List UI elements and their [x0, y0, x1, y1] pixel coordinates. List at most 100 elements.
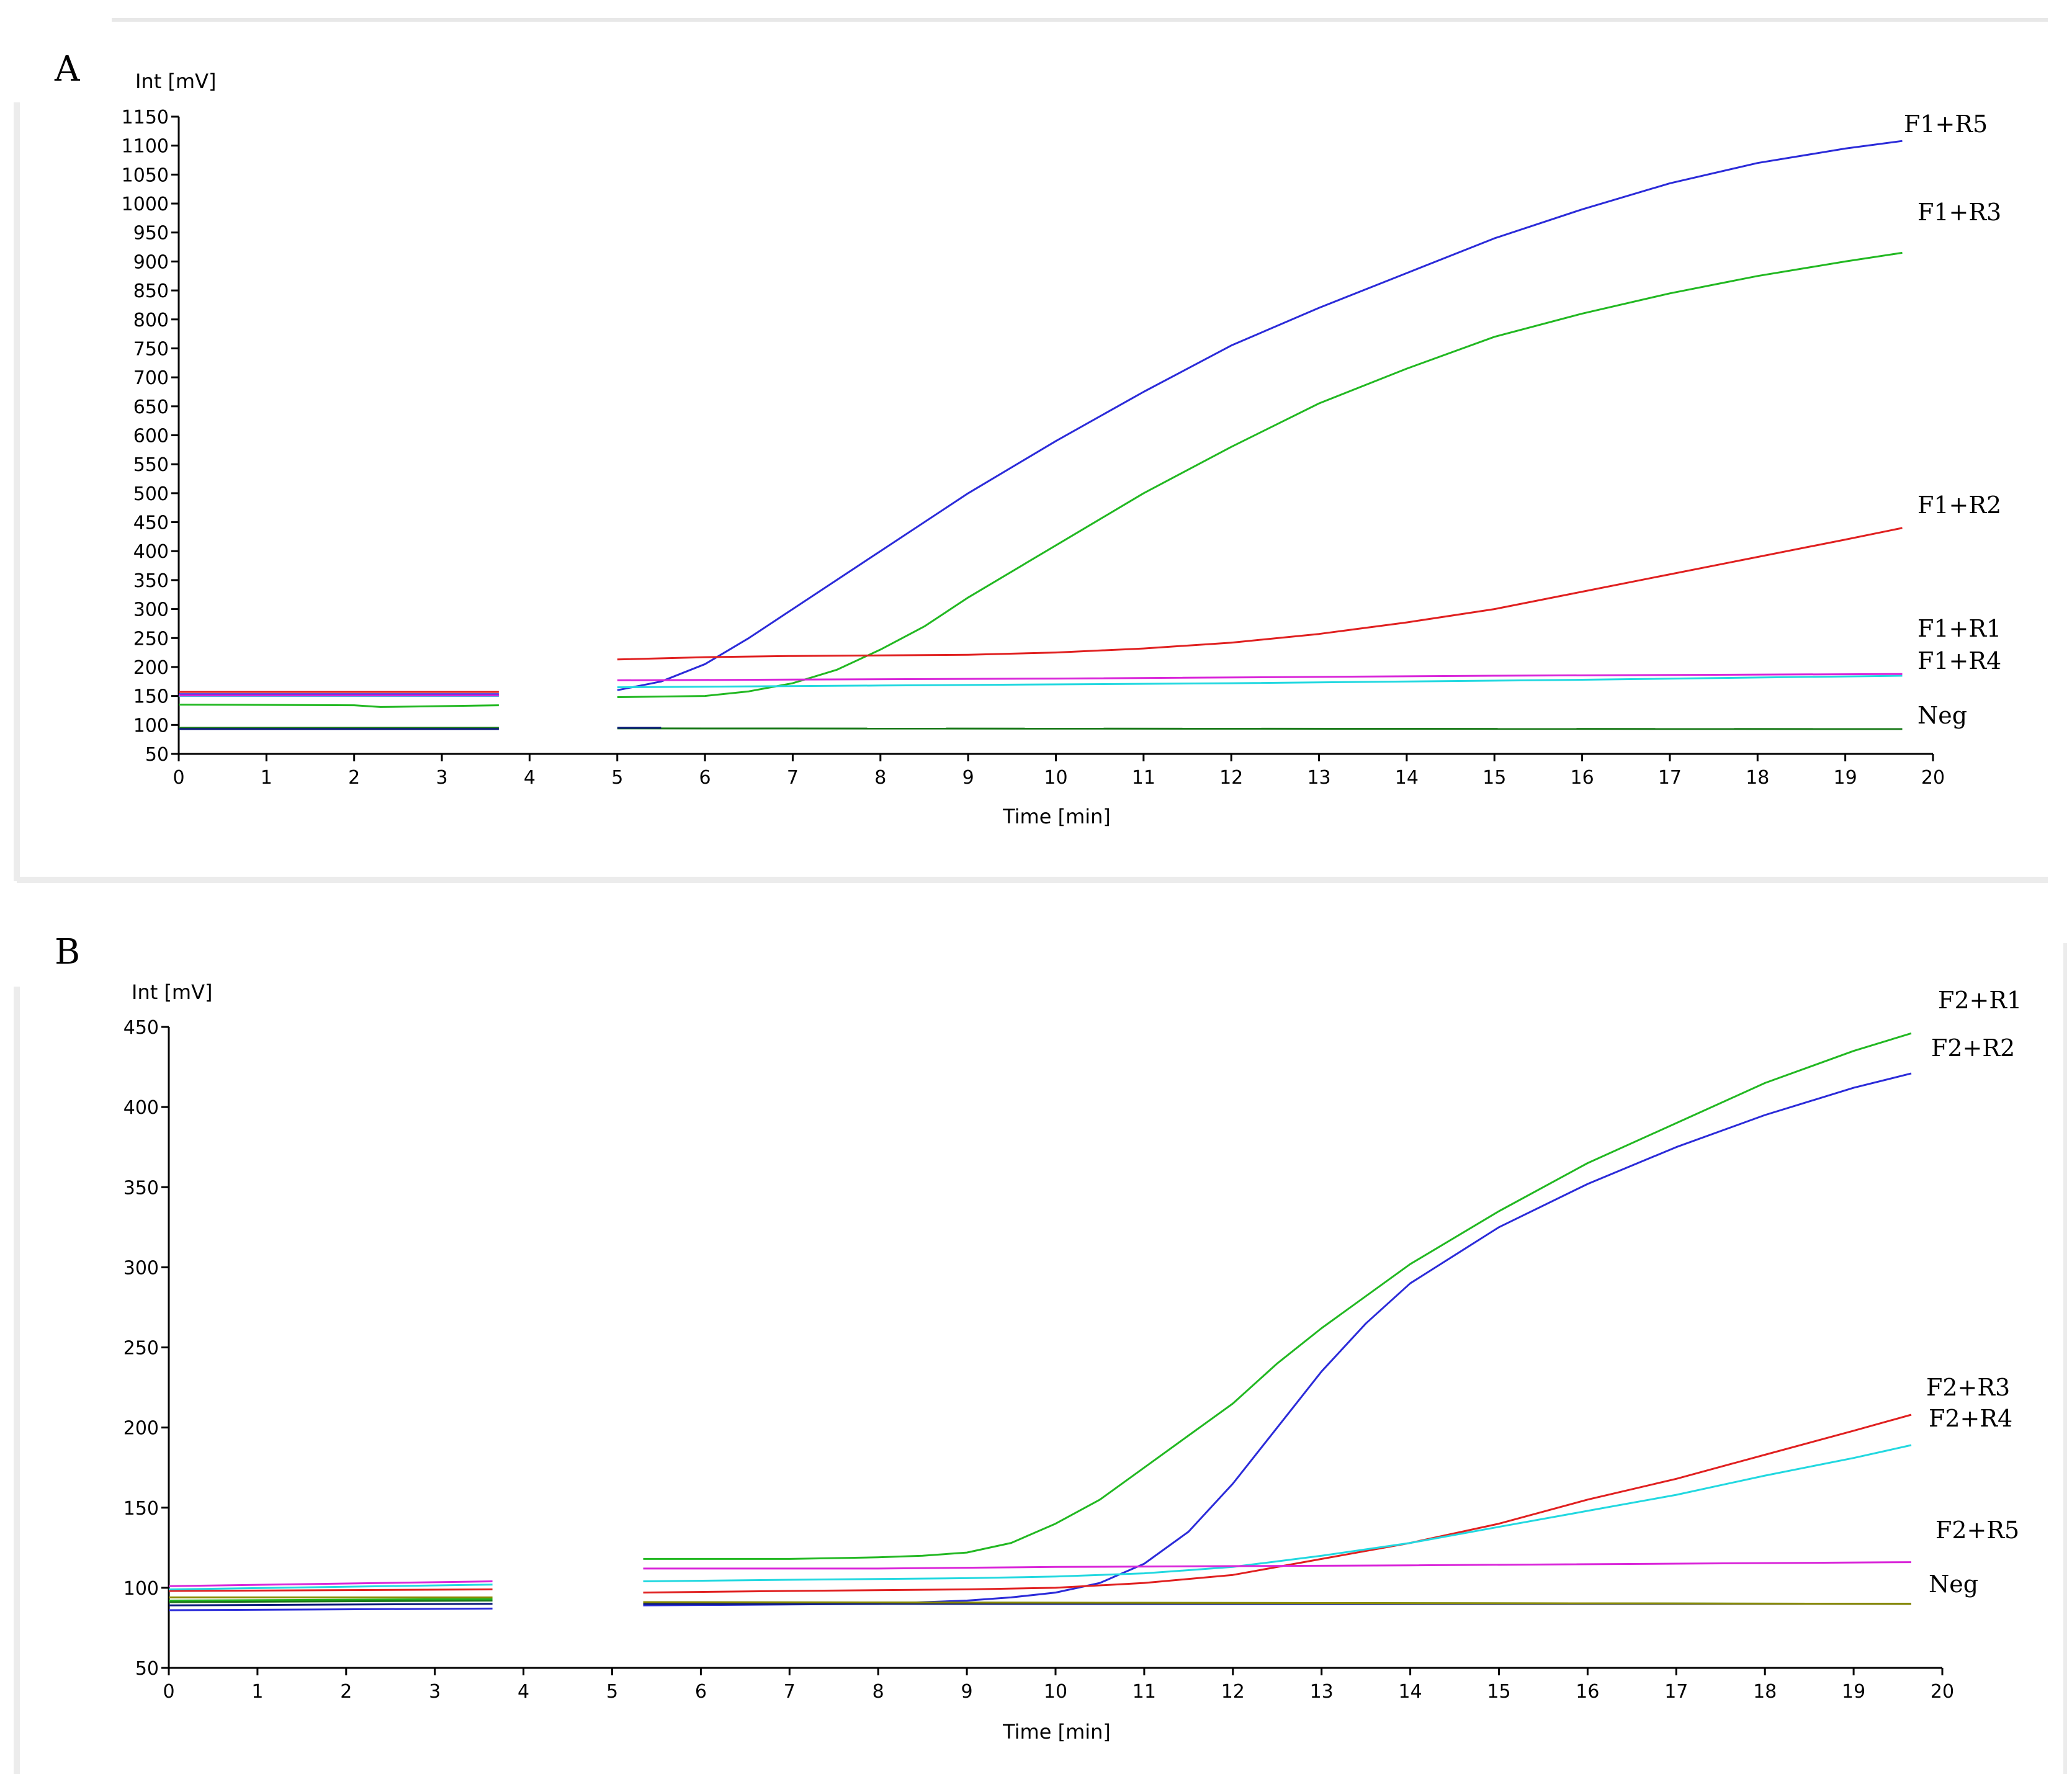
y-tick-label: 350	[123, 1177, 159, 1199]
y-tick-label: 400	[123, 1097, 159, 1119]
x-tick-label: 5	[606, 1681, 618, 1703]
x-tick-label: 10	[1044, 767, 1067, 789]
x-tick-label: 20	[1931, 1681, 1954, 1703]
y-tick-label: 900	[133, 251, 169, 273]
x-tick-label: 11	[1132, 767, 1155, 789]
series-label-f2-r1: F2+R1	[1938, 987, 2022, 1014]
y-tick-label: 450	[123, 1017, 159, 1039]
y-tick-label: 600	[133, 426, 169, 447]
y-tick-label: 950	[133, 223, 169, 244]
x-tick-label: 1	[251, 1681, 263, 1703]
y-tick-label: 350	[133, 570, 169, 592]
x-tick-label: 14	[1399, 1681, 1422, 1703]
x-tick-label: 2	[340, 1681, 352, 1703]
x-tick-label: 0	[163, 1681, 174, 1703]
x-tick-label: 14	[1395, 767, 1419, 789]
series-label-f2-r3: F2+R3	[1926, 1374, 2010, 1401]
y-tick-label: 550	[133, 454, 169, 476]
x-tick-label: 9	[962, 767, 974, 789]
x-tick-label: 8	[874, 767, 886, 789]
series-line-baseline	[643, 1601, 1912, 1605]
x-tick-label: 3	[436, 767, 448, 789]
panel-label-a: A	[54, 49, 80, 89]
y-tick-label: 150	[123, 1498, 159, 1520]
x-tick-label: 4	[524, 767, 536, 789]
y-tick-label: 100	[133, 715, 169, 737]
x-tick-label: 5	[611, 767, 623, 789]
y-tick-label: 50	[135, 1658, 159, 1680]
y-tick-label: 250	[123, 1338, 159, 1360]
x-tick-label: 13	[1307, 767, 1330, 789]
panel-label-b: B	[55, 932, 80, 972]
x-tick-label: 12	[1221, 1681, 1245, 1703]
y-tick-label: 50	[145, 744, 169, 766]
series-line-f2-r2	[643, 1072, 1912, 1606]
series-line-f2-r2	[168, 1607, 493, 1611]
x-tick-label: 2	[348, 767, 360, 789]
series-line-baseline	[168, 1603, 493, 1606]
x-axis-label: Time [min]	[1002, 805, 1111, 828]
y-tick-label: 1150	[122, 107, 169, 128]
x-tick-label: 18	[1753, 1681, 1777, 1703]
series-line-f2-r5	[643, 1561, 1912, 1570]
chart-a: Int [mV] Time [min] 50100150200250300350…	[122, 69, 2002, 828]
x-tick-label: 16	[1576, 1681, 1599, 1703]
x-tick-label: 10	[1044, 1681, 1067, 1703]
x-tick-label: 15	[1487, 1681, 1510, 1703]
y-tick-label: 200	[123, 1418, 159, 1440]
series-line-f1-r5	[617, 140, 1903, 691]
series-label-f2-r2: F2+R2	[1931, 1034, 2015, 1062]
series-label-f1-r2: F1+R2	[1917, 491, 2001, 519]
x-tick-label: 6	[699, 767, 711, 789]
series-line-neg	[617, 727, 1903, 730]
series-label-f1-r5: F1+R5	[1904, 110, 1988, 138]
y-tick-label: 1100	[122, 136, 169, 158]
series-line-f1-r2	[617, 527, 1903, 661]
chart-b: Int [mV] Time [min] 50100150200250300350…	[123, 980, 2022, 1744]
series-line-neg	[168, 1600, 493, 1603]
series-line-f2-r5	[168, 1580, 493, 1587]
series-line-f2-r1	[168, 1598, 493, 1602]
x-tick-label: 19	[1834, 767, 1857, 789]
series-line-f1-r1	[617, 674, 1903, 689]
x-tick-label: 12	[1219, 767, 1243, 789]
series-line-f2-r4	[168, 1584, 493, 1590]
series-label-neg: Neg	[1929, 1570, 1978, 1598]
x-tick-label: 7	[787, 767, 799, 789]
x-tick-label: 16	[1571, 767, 1594, 789]
series-line-f1-r3	[617, 251, 1903, 698]
y-tick-label: 250	[133, 628, 169, 650]
series-line-f1-r3	[178, 704, 499, 708]
y-tick-label: 300	[123, 1257, 159, 1279]
y-axis-label: Int [mV]	[132, 980, 212, 1004]
y-tick-label: 800	[133, 310, 169, 331]
series-label-neg: Neg	[1917, 702, 1967, 729]
x-axis-label: Time [min]	[1002, 1720, 1111, 1744]
y-tick-label: 1000	[122, 194, 169, 215]
y-tick-label: 750	[133, 338, 169, 360]
series-label-f2-r4: F2+R4	[1929, 1405, 2012, 1432]
y-axis-label: Int [mV]	[135, 69, 216, 93]
y-tick-label: 850	[133, 280, 169, 302]
y-tick-label: 700	[133, 367, 169, 389]
x-tick-label: 8	[872, 1681, 884, 1703]
x-tick-label: 17	[1664, 1681, 1688, 1703]
x-tick-label: 9	[961, 1681, 973, 1703]
series-line-f2-r3	[643, 1413, 1912, 1594]
series-line-f1-r4	[617, 673, 1903, 681]
x-tick-label: 20	[1921, 767, 1945, 789]
x-tick-label: 0	[173, 767, 184, 789]
series-label-f1-r3: F1+R3	[1917, 199, 2001, 226]
x-tick-label: 13	[1310, 1681, 1334, 1703]
y-tick-label: 200	[133, 657, 169, 679]
series-label-f2-r5: F2+R5	[1935, 1516, 2019, 1544]
x-tick-label: 11	[1132, 1681, 1156, 1703]
x-tick-label: 7	[784, 1681, 796, 1703]
y-tick-label: 450	[133, 513, 169, 534]
y-tick-label: 400	[133, 541, 169, 563]
y-tick-label: 500	[133, 483, 169, 505]
series-line-f2-r4	[643, 1444, 1912, 1582]
x-tick-label: 1	[261, 767, 272, 789]
y-tick-label: 150	[133, 686, 169, 708]
